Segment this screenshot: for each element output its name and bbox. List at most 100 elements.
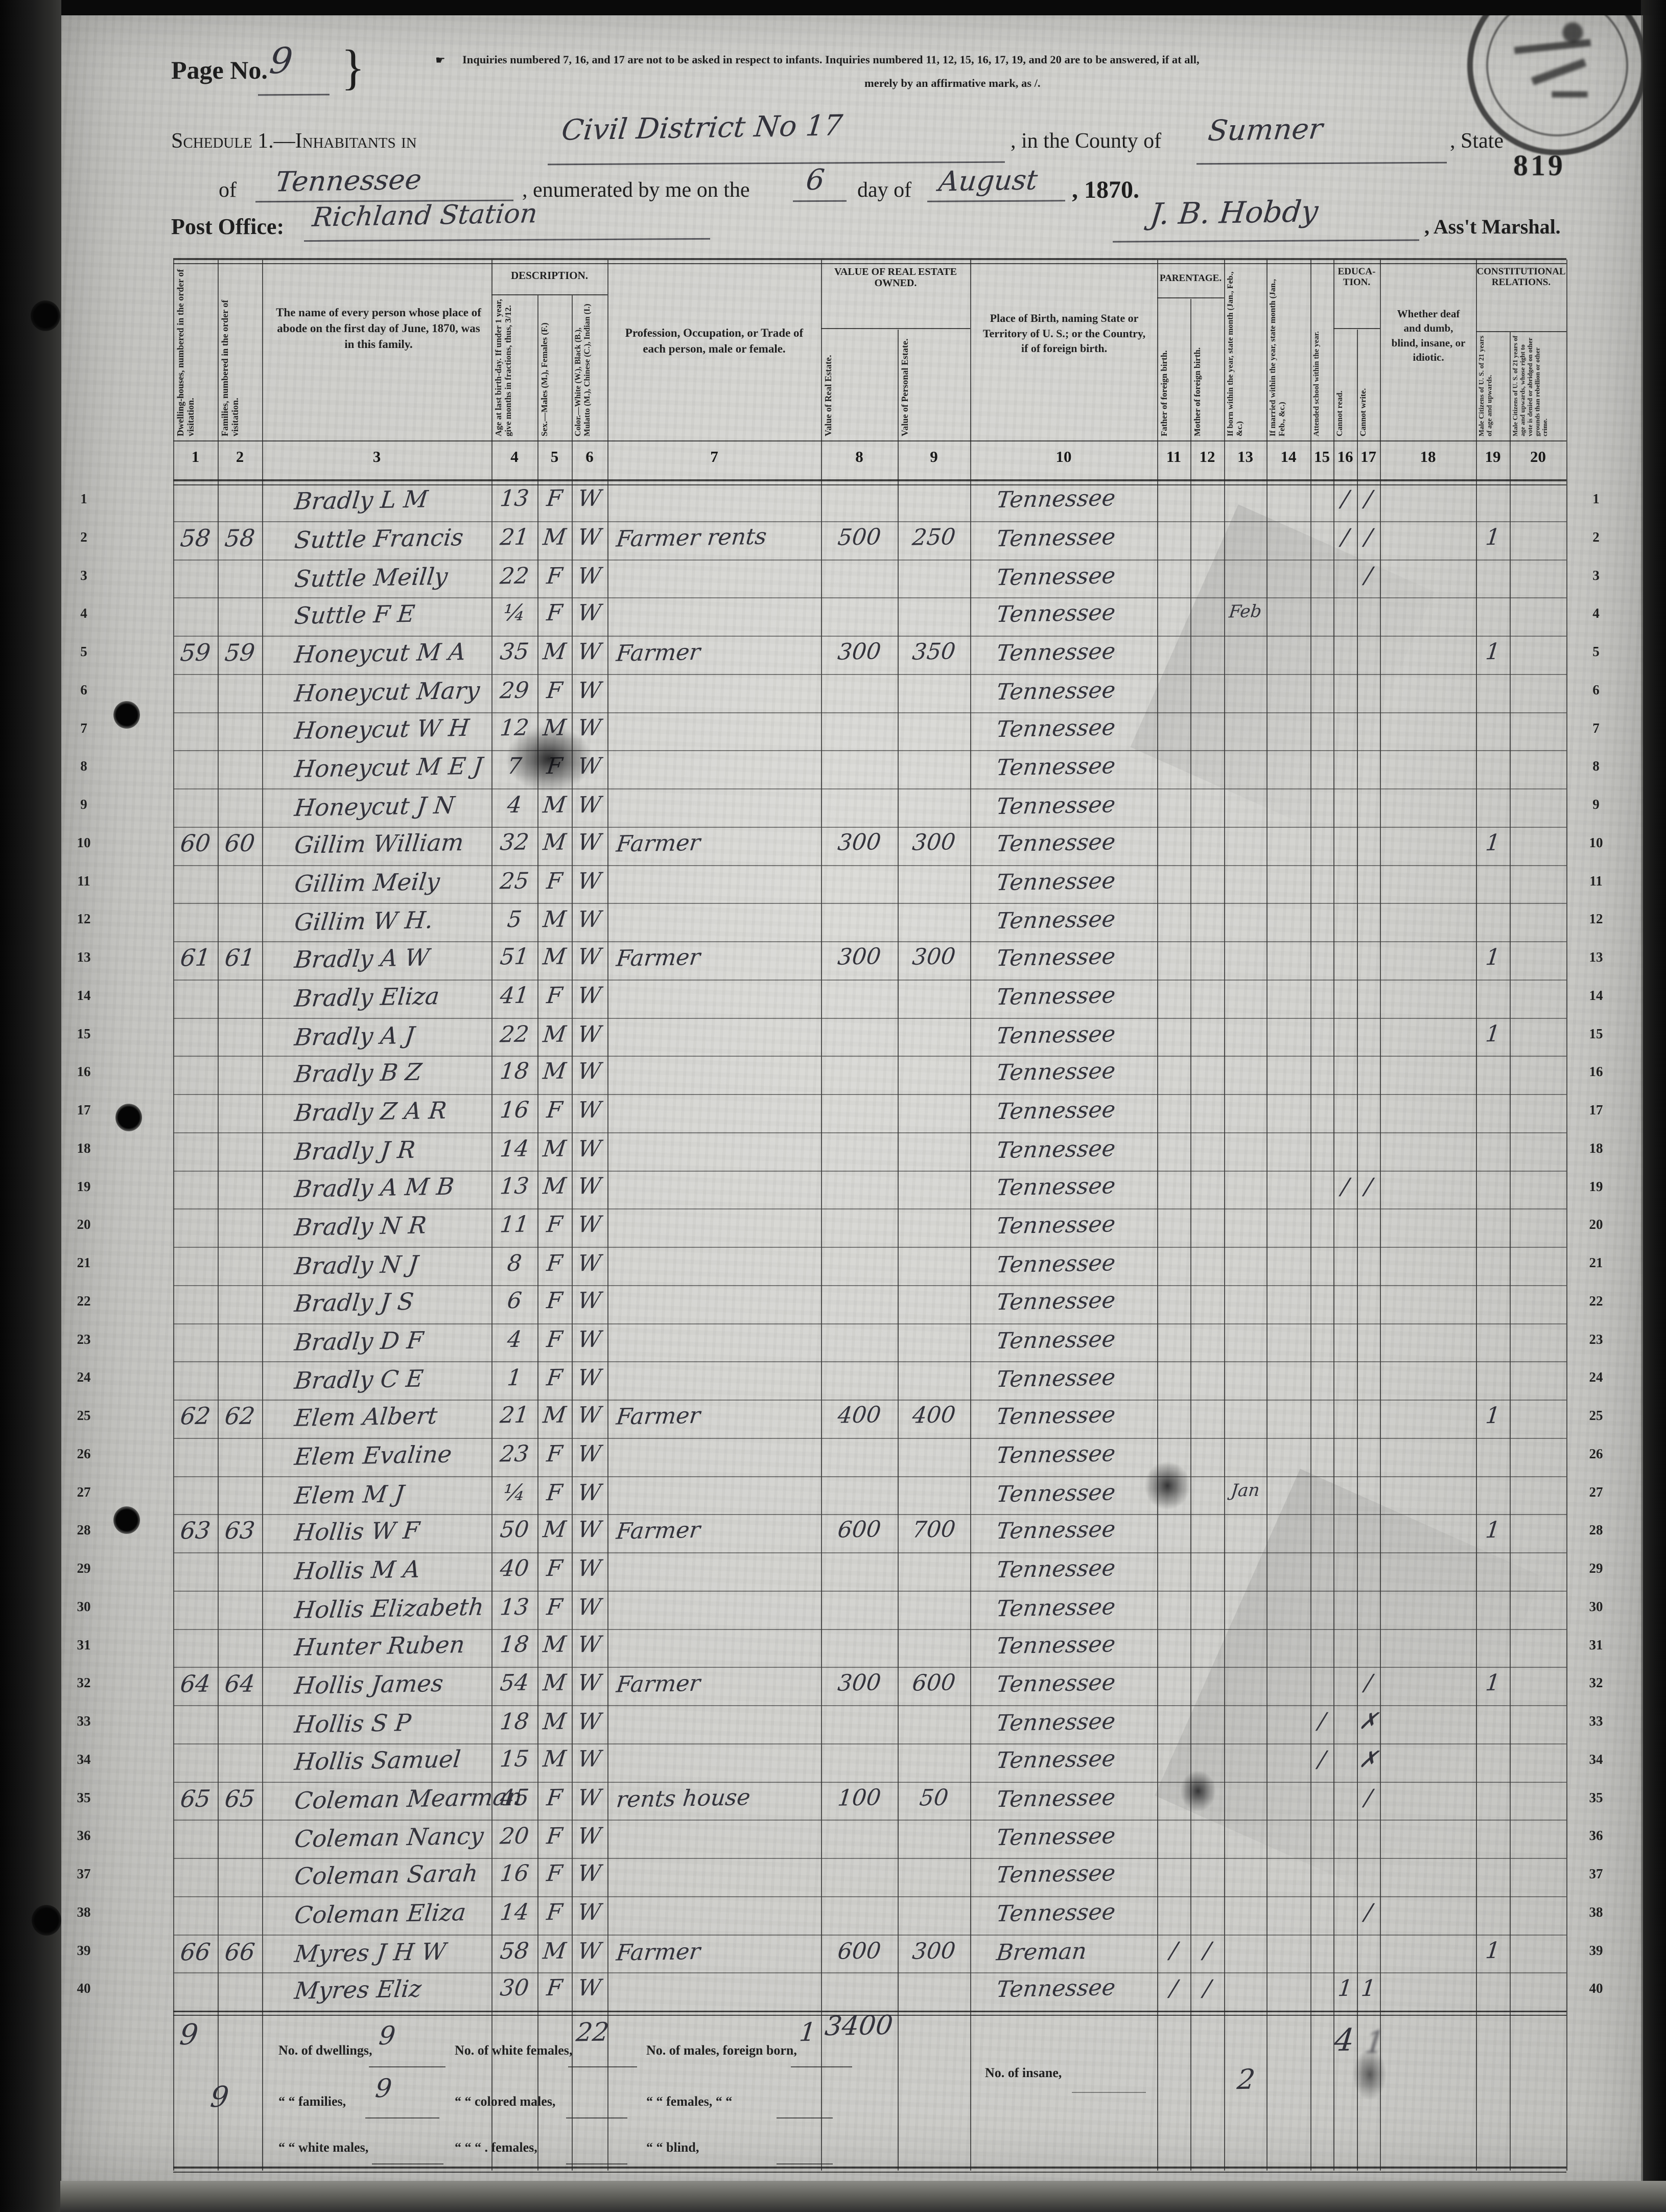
cell-age: 8 bbox=[506, 1250, 523, 1277]
row-number-left: 2 bbox=[80, 529, 87, 545]
row-rule bbox=[173, 1629, 1566, 1630]
row-number-right: 12 bbox=[1589, 911, 1603, 926]
row-number-right: 34 bbox=[1589, 1752, 1603, 1767]
row-number-right: 33 bbox=[1589, 1713, 1603, 1729]
row-number-right: 15 bbox=[1589, 1026, 1603, 1041]
cell-birthplace: Tennessee bbox=[995, 1326, 1117, 1355]
header-rule bbox=[173, 484, 1566, 485]
cell-real-estate-value: 600 bbox=[836, 1938, 882, 1965]
cell-age: 21 bbox=[499, 524, 530, 551]
column-header-vertical: Families, numbered in the order of visit… bbox=[220, 299, 241, 436]
brace: } bbox=[341, 40, 365, 95]
cell-sex: M bbox=[542, 1708, 568, 1735]
paper-sheet bbox=[60, 14, 1643, 2183]
header-rule bbox=[173, 2172, 1566, 2173]
cell-color: W bbox=[576, 1058, 603, 1085]
column-header-text: Place of Birth, naming State or Territor… bbox=[982, 312, 1146, 355]
row-rule bbox=[173, 1208, 1566, 1209]
row-number-left: 7 bbox=[80, 720, 87, 736]
cell-sex: F bbox=[545, 563, 564, 590]
row-rule bbox=[173, 1552, 1566, 1553]
cell-personal-estate-value: 400 bbox=[911, 1402, 957, 1429]
cell-mark-col19: 1 bbox=[1484, 1517, 1501, 1544]
cell-sex: F bbox=[545, 677, 564, 704]
cell-birthplace: Tennessee bbox=[995, 1708, 1117, 1737]
row-number-left: 22 bbox=[77, 1293, 91, 1309]
colored-males-label: “ “ colored males, bbox=[455, 2094, 556, 2109]
enumerated-label: , enumerated by me on the bbox=[522, 178, 750, 202]
cell-sex: F bbox=[545, 1211, 564, 1238]
colored-females-label: “ “ females, “ “ bbox=[646, 2094, 733, 2109]
row-number-right: 32 bbox=[1589, 1675, 1603, 1690]
row-number-left: 33 bbox=[77, 1713, 91, 1729]
row-rule bbox=[173, 1438, 1566, 1439]
row-rule bbox=[173, 1476, 1566, 1477]
row-number-right: 36 bbox=[1589, 1828, 1603, 1843]
cell-age: 7 bbox=[506, 753, 523, 780]
note-line2: merely by an affirmative mark, as /. bbox=[864, 77, 1041, 89]
row-number-left: 15 bbox=[77, 1026, 91, 1041]
cell-birthplace: Tennessee bbox=[995, 1058, 1117, 1086]
group-header: DESCRIPTION. bbox=[510, 269, 589, 282]
cell-occupation: Farmer bbox=[615, 1517, 702, 1545]
row-rule bbox=[173, 1361, 1566, 1362]
column-header-vertical: Dwelling-houses, numbered in the order o… bbox=[175, 269, 196, 436]
cell-age: 25 bbox=[499, 868, 530, 895]
cell-sex: M bbox=[542, 1631, 568, 1658]
column-rule bbox=[607, 260, 608, 2171]
column-rule bbox=[898, 330, 899, 2171]
cell-birthplace: Tennessee bbox=[995, 1555, 1117, 1584]
cell-occupation: rents house bbox=[615, 1784, 752, 1813]
cell-color: W bbox=[576, 1173, 603, 1200]
scan-edge-left bbox=[0, 0, 61, 2212]
scan-edge-top bbox=[0, 0, 1666, 15]
cell-age: 18 bbox=[499, 1708, 530, 1735]
column-number: 6 bbox=[585, 448, 594, 465]
cell-real-estate-value: 400 bbox=[836, 1402, 882, 1429]
cell-age: 21 bbox=[499, 1402, 530, 1429]
cell-age: 13 bbox=[499, 1594, 530, 1621]
column-rule bbox=[1190, 299, 1191, 2171]
row-number-left: 11 bbox=[77, 873, 90, 889]
column-rule bbox=[1310, 260, 1311, 2171]
header-rule bbox=[173, 2015, 1566, 2016]
post-office-label: Post Office: bbox=[171, 214, 285, 239]
cell-age: 54 bbox=[499, 1669, 530, 1696]
cell-color: W bbox=[576, 1823, 603, 1850]
cell-age: ¼ bbox=[502, 599, 527, 626]
cell-occupation: Farmer bbox=[615, 639, 702, 667]
real-estate-total: 3400 bbox=[823, 2010, 895, 2042]
foreign-born-label: No. of males, foreign born, bbox=[646, 2043, 797, 2058]
row-rule bbox=[173, 750, 1566, 751]
cell-birthplace: Tennessee bbox=[995, 1594, 1117, 1622]
cell-birthplace: Tennessee bbox=[995, 1250, 1117, 1278]
cell-real-estate-value: 300 bbox=[836, 638, 882, 665]
cell-age: 15 bbox=[499, 1745, 530, 1773]
row-rule bbox=[173, 1285, 1566, 1286]
column-rule bbox=[1476, 260, 1477, 2171]
blank-line bbox=[791, 2066, 852, 2067]
row-number-left: 4 bbox=[80, 606, 87, 621]
cell-family-number: 64 bbox=[223, 1669, 256, 1698]
cell-family-number: 63 bbox=[223, 1516, 256, 1545]
foreign-born-value: 1 bbox=[797, 2017, 817, 2047]
header-rule bbox=[173, 479, 1566, 481]
row-number-right: 3 bbox=[1592, 568, 1600, 583]
group-header: VALUE OF REAL ESTATE OWNED. bbox=[834, 266, 957, 289]
cell-age: 1 bbox=[506, 1364, 523, 1391]
row-rule bbox=[173, 560, 1566, 561]
row-rule bbox=[173, 788, 1566, 789]
column-header-vertical: Male Citizens of U. S. of 21 years of ag… bbox=[1478, 335, 1494, 436]
cell-mark-col11: / bbox=[1168, 1937, 1179, 1964]
header-rule bbox=[1157, 297, 1224, 298]
row-number-left: 30 bbox=[77, 1599, 91, 1614]
cell-mark-col11: / bbox=[1168, 1975, 1179, 2002]
row-number-right: 31 bbox=[1589, 1637, 1603, 1652]
row-rule bbox=[173, 712, 1566, 713]
row-rule bbox=[173, 903, 1566, 904]
row-rule bbox=[173, 636, 1566, 637]
cell-dwelling-number: 61 bbox=[179, 943, 212, 972]
cell-color: W bbox=[576, 563, 603, 590]
row-rule bbox=[173, 1858, 1566, 1859]
column-header-text: Whether deaf and dumb, blind, insane, or… bbox=[1391, 308, 1466, 364]
